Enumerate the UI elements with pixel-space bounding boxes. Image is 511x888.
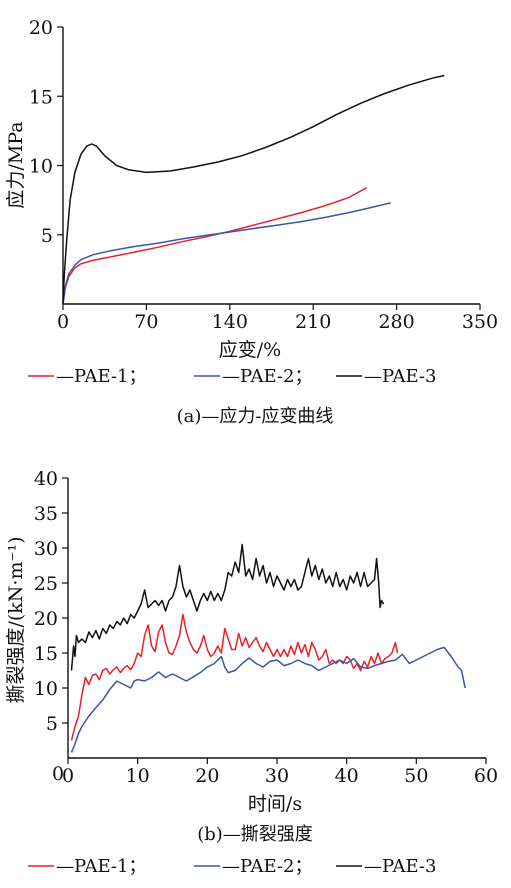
y-tick-label: 15: [29, 86, 53, 108]
x-tick-label: 40: [335, 765, 359, 787]
tear-strength-panel: 0 10 20 30 40 50 60 5 10 15 20 25 30 35 40 0 时间/s 撕裂强度…: [5, 468, 498, 877]
x-tick-label: 280: [378, 311, 414, 333]
y-tick-label: 25: [34, 573, 58, 595]
legend-label-pae-3: —PAE-3: [364, 856, 436, 877]
origin-tick-label: 0: [52, 763, 64, 785]
tear-strength-x-label: 时间/s: [248, 793, 302, 815]
stress-strain-panel: 0 70 140 210 280 350 5 10 15 20 应变/% 应力/MPa —PAE…: [5, 17, 498, 427]
legend-label-pae-1: —PAE-1；: [56, 366, 146, 387]
stress-strain-legend: —PAE-1； —PAE-2； —PAE-3: [28, 366, 436, 387]
y-tick-label: 30: [34, 538, 58, 560]
series-line-pae-3: [70, 543, 385, 671]
tear-strength-axes: [67, 478, 486, 759]
x-tick-label: 210: [295, 311, 331, 333]
x-tick-label: 140: [212, 311, 248, 333]
y-tick-label: 40: [34, 468, 58, 490]
y-tick-label: 35: [34, 503, 58, 525]
series-line-pae-2: [70, 646, 466, 753]
tear-strength-y-ticks: 5 10 15 20 25 30 35 40 0: [34, 468, 68, 785]
legend-label-pae-2: —PAE-2；: [222, 366, 312, 387]
stress-strain-axes: [62, 27, 480, 305]
x-tick-label: 0: [57, 311, 69, 333]
series-line-pae-1: [70, 613, 399, 741]
x-tick-label: 50: [404, 765, 428, 787]
series-line-pae-3: [62, 74, 445, 305]
legend-label-pae-2: —PAE-2；: [222, 856, 312, 877]
stress-strain-y-ticks: 5 10 15 20: [29, 17, 63, 247]
stress-strain-x-ticks: 0 70 140 210 280 350: [57, 304, 498, 333]
stress-strain-x-label: 应变/%: [219, 339, 281, 361]
tear-strength-series: [70, 543, 466, 753]
stress-strain-caption: (a)—应力-应变曲线: [177, 406, 334, 427]
y-tick-label: 5: [46, 713, 58, 735]
x-tick-label: 60: [474, 765, 498, 787]
tear-strength-legend: —PAE-1； —PAE-2； —PAE-3: [28, 856, 436, 877]
y-tick-label: 15: [34, 643, 58, 665]
tear-strength-caption: (b)—撕裂强度: [197, 824, 313, 845]
x-tick-label: 20: [195, 765, 219, 787]
x-tick-label: 350: [462, 311, 498, 333]
tear-strength-y-label: 撕裂强度/(kN·m⁻¹): [5, 536, 27, 703]
stress-strain-series: [62, 74, 445, 305]
tear-strength-x-ticks: 0 10 20 30 40 50 60: [62, 758, 498, 787]
y-tick-label: 20: [29, 17, 53, 39]
series-line-pae-2: [62, 202, 391, 305]
y-tick-label: 5: [41, 225, 53, 247]
x-tick-label: 10: [126, 765, 150, 787]
legend-label-pae-1: —PAE-1；: [56, 856, 146, 877]
x-tick-label: 30: [265, 765, 289, 787]
y-tick-label: 10: [34, 678, 58, 700]
x-tick-label: 0: [62, 765, 74, 787]
x-tick-label: 70: [134, 311, 158, 333]
series-line-pae-1: [62, 187, 368, 305]
stress-strain-y-label: 应力/MPa: [5, 121, 27, 208]
y-tick-label: 10: [29, 156, 53, 178]
legend-label-pae-3: —PAE-3: [364, 366, 436, 387]
y-tick-label: 20: [34, 608, 58, 630]
